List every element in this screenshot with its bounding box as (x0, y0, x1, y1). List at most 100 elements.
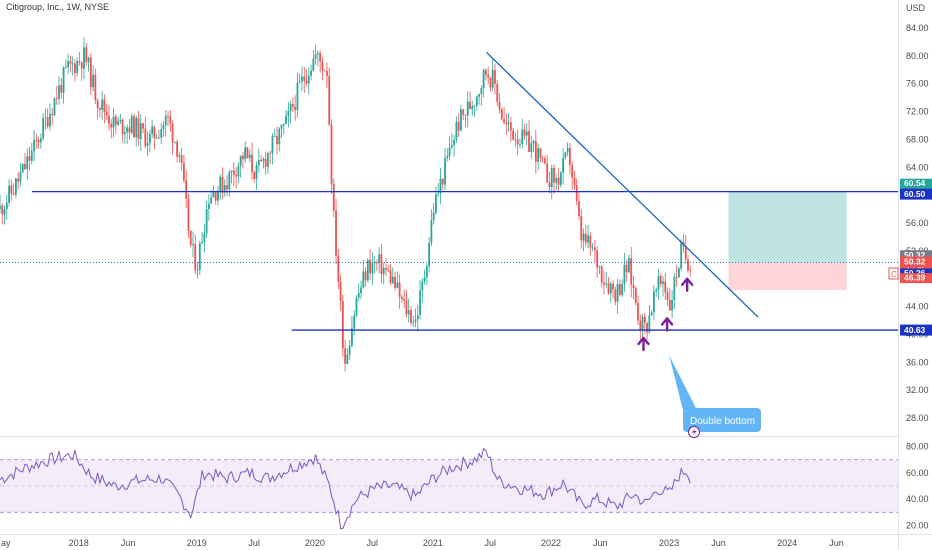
candle-body[interactable] (1, 205, 4, 215)
candle-body[interactable] (26, 156, 29, 169)
candle-body[interactable] (30, 151, 33, 161)
candle-body[interactable] (341, 300, 344, 349)
candle-body[interactable] (462, 109, 465, 115)
candle-body[interactable] (428, 242, 431, 267)
candle-body[interactable] (160, 129, 163, 138)
candle-body[interactable] (371, 262, 374, 274)
candle-body[interactable] (366, 259, 369, 281)
candle-body[interactable] (217, 191, 219, 201)
candle-body[interactable] (8, 185, 10, 203)
candle-body[interactable] (262, 158, 265, 161)
candle-body[interactable] (212, 192, 215, 198)
candle-body[interactable] (92, 74, 94, 88)
candle-body[interactable] (189, 230, 192, 245)
candle-body[interactable] (5, 202, 8, 210)
candle-body[interactable] (176, 141, 179, 157)
candle-body[interactable] (571, 164, 574, 178)
candle-body[interactable] (469, 101, 471, 110)
candle-body[interactable] (673, 276, 676, 300)
candle-body[interactable] (99, 108, 101, 110)
candle-body[interactable] (530, 143, 533, 152)
candle-body[interactable] (360, 287, 362, 294)
candle-body[interactable] (151, 126, 154, 134)
time-axis[interactable]: ay 2018 Jun 2019 Jul 2020 Jul 2021 Jul 2022 Jun 202… (1, 538, 844, 548)
candle-body[interactable] (580, 215, 583, 241)
candle-body[interactable] (303, 76, 306, 81)
candle-body[interactable] (239, 155, 242, 166)
candle-body[interactable] (684, 246, 687, 260)
rsi-line[interactable] (0, 447, 691, 530)
candle-body[interactable] (230, 170, 233, 173)
candle-body[interactable] (541, 157, 544, 159)
candle-body[interactable] (14, 178, 17, 195)
candle-body[interactable] (207, 203, 210, 210)
candle-body[interactable] (460, 109, 462, 131)
candle-body[interactable] (280, 125, 283, 129)
candle-body[interactable] (167, 115, 169, 117)
candle-body[interactable] (444, 157, 446, 185)
candle-body[interactable] (500, 109, 503, 120)
candle-body[interactable] (292, 104, 294, 107)
arrow-up-icon[interactable] (660, 317, 674, 332)
candle-body[interactable] (593, 247, 596, 251)
double-bottom-callout[interactable]: Double bottom (669, 355, 761, 438)
candle-body[interactable] (185, 180, 188, 199)
candle-body[interactable] (119, 119, 122, 122)
candle-body[interactable] (10, 185, 13, 194)
candle-body[interactable] (494, 70, 496, 84)
candle-body[interactable] (246, 147, 249, 159)
candle-body[interactable] (289, 104, 292, 112)
candle-body[interactable] (657, 276, 660, 290)
candle-body[interactable] (294, 106, 297, 111)
candle-body[interactable] (348, 345, 351, 355)
candle-body[interactable] (646, 322, 649, 333)
candle-body[interactable] (121, 119, 124, 135)
candle-body[interactable] (584, 233, 587, 243)
candle-body[interactable] (648, 315, 651, 333)
candle-body[interactable] (578, 201, 580, 216)
candle-body[interactable] (446, 156, 449, 158)
candle-body[interactable] (85, 47, 88, 63)
candle-body[interactable] (569, 147, 571, 165)
candle-body[interactable] (64, 67, 67, 68)
candle-body[interactable] (298, 81, 301, 83)
candle-body[interactable] (414, 319, 417, 322)
candle-body[interactable] (555, 177, 558, 183)
candle-body[interactable] (609, 283, 612, 294)
candle-body[interactable] (42, 118, 45, 139)
candle-body[interactable] (35, 139, 38, 141)
candle-body[interactable] (537, 148, 540, 162)
candle-body[interactable] (323, 70, 326, 72)
candle-body[interactable] (51, 113, 54, 115)
candle-body[interactable] (353, 315, 356, 329)
candle-body[interactable] (573, 177, 576, 186)
candle-body[interactable] (364, 271, 367, 281)
candle-body[interactable] (346, 354, 349, 364)
candle-body[interactable] (687, 259, 689, 271)
candle-body[interactable] (600, 266, 603, 283)
candle-body[interactable] (575, 185, 578, 202)
candle-body[interactable] (128, 127, 131, 133)
candle-body[interactable] (142, 123, 144, 129)
candle-body[interactable] (355, 297, 358, 316)
candle-body[interactable] (19, 172, 22, 182)
candle-body[interactable] (251, 154, 253, 173)
candle-body[interactable] (351, 328, 353, 346)
candle-body[interactable] (310, 70, 312, 76)
candle-body[interactable] (55, 98, 58, 100)
candle-body[interactable] (539, 148, 542, 158)
candle-body[interactable] (133, 116, 135, 138)
candle-body[interactable] (432, 212, 435, 221)
candle-body[interactable] (171, 123, 174, 143)
candle-body[interactable] (623, 264, 626, 285)
candle-body[interactable] (482, 69, 485, 89)
candle-body[interactable] (162, 124, 165, 130)
candle-body[interactable] (448, 147, 451, 157)
candle-body[interactable] (603, 282, 605, 285)
candle-body[interactable] (496, 83, 499, 102)
candle-body[interactable] (385, 267, 387, 270)
candle-body[interactable] (591, 247, 594, 249)
candle-body[interactable] (614, 289, 617, 302)
candle-body[interactable] (285, 115, 287, 124)
